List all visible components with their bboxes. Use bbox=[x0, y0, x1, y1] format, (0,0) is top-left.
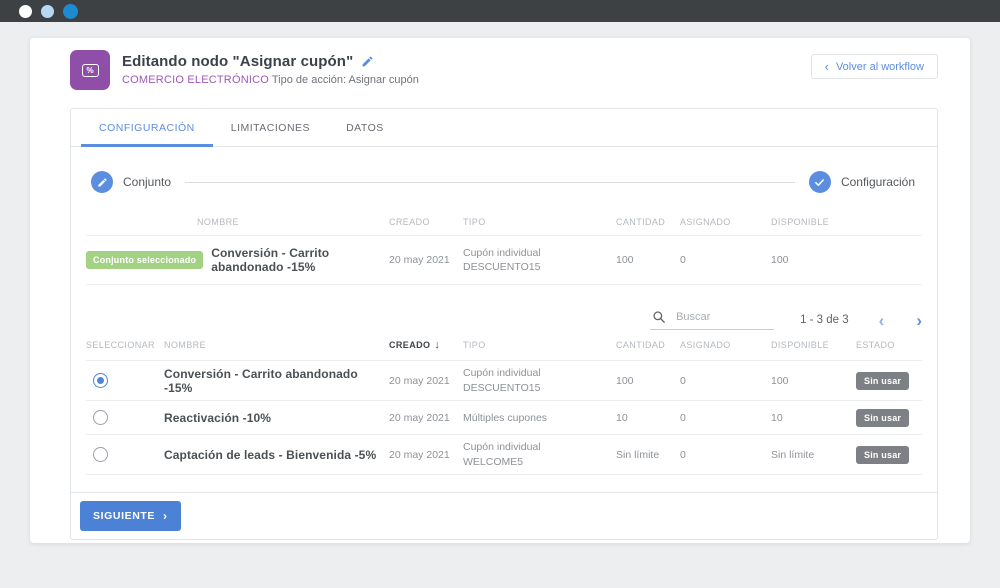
selected-set-name: Conversión - Carrito abandonado -15% bbox=[211, 246, 330, 274]
page-title: Editando nodo "Asignar cupón" bbox=[122, 53, 354, 70]
col-nombre: NOMBRE bbox=[164, 340, 206, 350]
panel-footer: SIGUIENTE › bbox=[71, 492, 937, 539]
col-nombre: NOMBRE bbox=[197, 217, 239, 227]
chevron-left-icon: ‹ bbox=[824, 59, 829, 74]
selected-set-row: Conjunto seleccionado Conversión - Carri… bbox=[86, 236, 922, 285]
selected-table-header: NOMBRE CREADO TIPO CANTIDAD ASIGNADO DIS… bbox=[86, 217, 922, 236]
col-disponible: DISPONIBLE bbox=[771, 217, 830, 227]
col-cantidad: CANTIDAD bbox=[616, 340, 666, 350]
coupon-available: 100 bbox=[771, 374, 789, 387]
col-disponible: DISPONIBLE bbox=[771, 340, 830, 350]
coupon-created: 20 may 2021 bbox=[389, 448, 450, 461]
node-category: COMERCIO ELECTRÓNICO bbox=[122, 74, 270, 86]
coupon-assigned: 0 bbox=[680, 448, 686, 461]
back-to-workflow-button[interactable]: ‹ Volver al workflow bbox=[810, 54, 938, 79]
stepper-connector bbox=[185, 181, 795, 183]
coupon-available: Sin límite bbox=[771, 448, 815, 461]
edit-title-pencil-icon[interactable] bbox=[361, 55, 374, 68]
percent-ticket-icon: % bbox=[81, 63, 99, 77]
selected-set-type: Cupón individual DESCUENTO15 bbox=[463, 247, 541, 273]
pencil-icon bbox=[97, 177, 107, 187]
check-icon bbox=[815, 178, 825, 186]
step-conjunto-label: Conjunto bbox=[123, 175, 172, 189]
pagination-next-icon[interactable]: › bbox=[916, 310, 922, 330]
editor-card: % Editando nodo "Asignar cupón" COMERCIO… bbox=[30, 38, 970, 543]
chevron-right-icon: › bbox=[163, 509, 168, 523]
window-dot-lightblue bbox=[41, 4, 54, 18]
step-conjunto-circle[interactable] bbox=[91, 171, 113, 193]
window-dot-blue bbox=[63, 3, 78, 19]
col-cantidad: CANTIDAD bbox=[616, 217, 666, 227]
col-estado: ESTADO bbox=[856, 340, 895, 350]
search-input[interactable] bbox=[676, 311, 765, 323]
radio-unselected[interactable] bbox=[93, 410, 108, 425]
status-badge: Sin usar bbox=[856, 409, 910, 427]
search-box[interactable] bbox=[650, 310, 775, 330]
coupon-node-icon: % bbox=[70, 50, 110, 90]
coupon-quantity: 100 bbox=[616, 374, 634, 387]
step-configuracion-label: Configuración bbox=[840, 175, 915, 189]
node-subtitle: COMERCIO ELECTRÓNICO Tipo de acción: Asi… bbox=[122, 74, 419, 86]
selected-set-available: 100 bbox=[771, 254, 789, 266]
tab-configuracion[interactable]: CONFIGURACIÓN bbox=[81, 109, 213, 147]
pagination-prev-icon[interactable]: ‹ bbox=[878, 310, 885, 330]
coupon-row: Reactivación -10% 20 may 2021 Múltiples … bbox=[86, 401, 922, 435]
window-dot-white bbox=[19, 4, 32, 18]
selected-set-badge: Conjunto seleccionado bbox=[86, 251, 204, 269]
coupon-name: Captación de leads - Bienvenida -5% bbox=[164, 447, 377, 462]
coupon-row: Conversión - Carrito abandonado -15% 20 … bbox=[86, 361, 922, 401]
coupon-available: 10 bbox=[771, 411, 783, 424]
radio-unselected[interactable] bbox=[93, 447, 108, 462]
coupon-name: Reactivación -10% bbox=[164, 410, 272, 425]
next-button-label: SIGUIENTE bbox=[93, 510, 155, 522]
coupon-created: 20 may 2021 bbox=[389, 374, 450, 387]
coupon-quantity: Sin límite bbox=[616, 448, 660, 461]
search-pagination-row: 1 - 3 de 3 ‹ › bbox=[86, 305, 922, 335]
back-to-workflow-label: Volver al workflow bbox=[835, 60, 924, 73]
step-configuracion-circle[interactable] bbox=[808, 171, 831, 193]
editor-header: % Editando nodo "Asignar cupón" COMERCIO… bbox=[70, 50, 938, 90]
coupon-type: Cupón individual WELCOME5 bbox=[463, 440, 541, 468]
configuration-panel: CONFIGURACIÓN LIMITACIONES DATOS Conjunt… bbox=[70, 108, 938, 540]
coupon-created: 20 may 2021 bbox=[389, 411, 450, 424]
col-tipo: TIPO bbox=[463, 217, 486, 227]
browser-topbar bbox=[0, 0, 1000, 22]
search-icon bbox=[653, 311, 665, 323]
coupon-assigned: 0 bbox=[680, 411, 686, 424]
status-badge: Sin usar bbox=[856, 372, 910, 390]
col-tipo: TIPO bbox=[463, 340, 486, 350]
col-asignado: ASIGNADO bbox=[680, 217, 731, 227]
tab-limitaciones[interactable]: LIMITACIONES bbox=[230, 121, 311, 134]
status-badge: Sin usar bbox=[856, 446, 910, 464]
col-creado: CREADO bbox=[389, 217, 430, 227]
sort-desc-icon: ↓ bbox=[434, 339, 441, 351]
coupon-type: Cupón individual DESCUENTO15 bbox=[463, 366, 541, 394]
col-creado-sorted[interactable]: CREADO ↓ bbox=[389, 339, 441, 351]
coupon-row: Captación de leads - Bienvenida -5% 20 m… bbox=[86, 435, 922, 475]
coupon-assigned: 0 bbox=[680, 374, 686, 387]
coupon-type: Múltiples cupones bbox=[463, 411, 548, 424]
selected-set-assigned: 0 bbox=[680, 254, 686, 266]
coupon-name: Conversión - Carrito abandonado -15% bbox=[164, 366, 358, 395]
next-button[interactable]: SIGUIENTE › bbox=[80, 501, 181, 531]
col-seleccionar: SELECCIONAR bbox=[86, 340, 155, 350]
selected-set-quantity: 100 bbox=[616, 254, 634, 266]
pagination-info: 1 - 3 de 3 bbox=[800, 314, 849, 326]
list-table-header: SELECCIONAR NOMBRE CREADO ↓ TIPO CANTIDA… bbox=[86, 339, 922, 361]
radio-selected[interactable] bbox=[93, 373, 108, 388]
selected-set-created: 20 may 2021 bbox=[389, 254, 450, 266]
node-action-type: Tipo de acción: Asignar cupón bbox=[271, 74, 419, 86]
tab-bar: CONFIGURACIÓN LIMITACIONES DATOS bbox=[71, 109, 937, 147]
wizard-stepper: Conjunto Configuración bbox=[91, 171, 917, 193]
col-asignado: ASIGNADO bbox=[680, 340, 731, 350]
coupon-quantity: 10 bbox=[616, 411, 628, 424]
tab-datos[interactable]: DATOS bbox=[346, 121, 384, 134]
